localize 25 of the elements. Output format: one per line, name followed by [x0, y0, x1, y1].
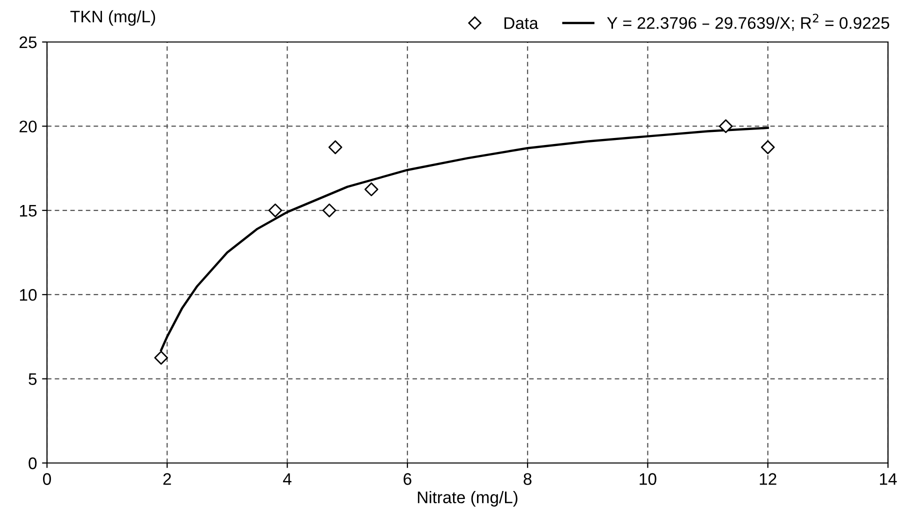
x-tick-label: 10	[640, 473, 656, 485]
point	[760, 140, 775, 154]
y-tick-label: 20	[20, 120, 37, 132]
point	[718, 119, 733, 134]
point	[328, 140, 342, 154]
x-tick-label: 8	[524, 473, 532, 485]
point	[364, 182, 378, 196]
legend-label: Y = 22.3796 – 29.7639/X; R$^{2}$ = 0.9225	[607, 14, 890, 31]
y-tick-label: 15	[20, 204, 37, 217]
y-tick-label: 5	[28, 373, 37, 386]
y-tick-label: 10	[20, 289, 37, 301]
legend-label: Data	[504, 17, 538, 30]
point	[322, 203, 336, 218]
point	[268, 203, 282, 218]
y-tick-label: 25	[20, 36, 37, 48]
x-axis-title: Nitrate (mg/L)	[418, 491, 518, 507]
y-axis-title: TKN (mg/L)	[70, 10, 156, 26]
point	[154, 350, 168, 365]
x-tick-label: 12	[760, 473, 776, 485]
x-tick-label: 4	[283, 473, 292, 485]
x-tick-label: 14	[880, 473, 897, 485]
y-tick-label: 0	[28, 457, 37, 470]
x-tick-label: 0	[43, 473, 51, 485]
x-tick-label: 6	[404, 473, 412, 485]
x-tick-label: 2	[163, 473, 171, 485]
